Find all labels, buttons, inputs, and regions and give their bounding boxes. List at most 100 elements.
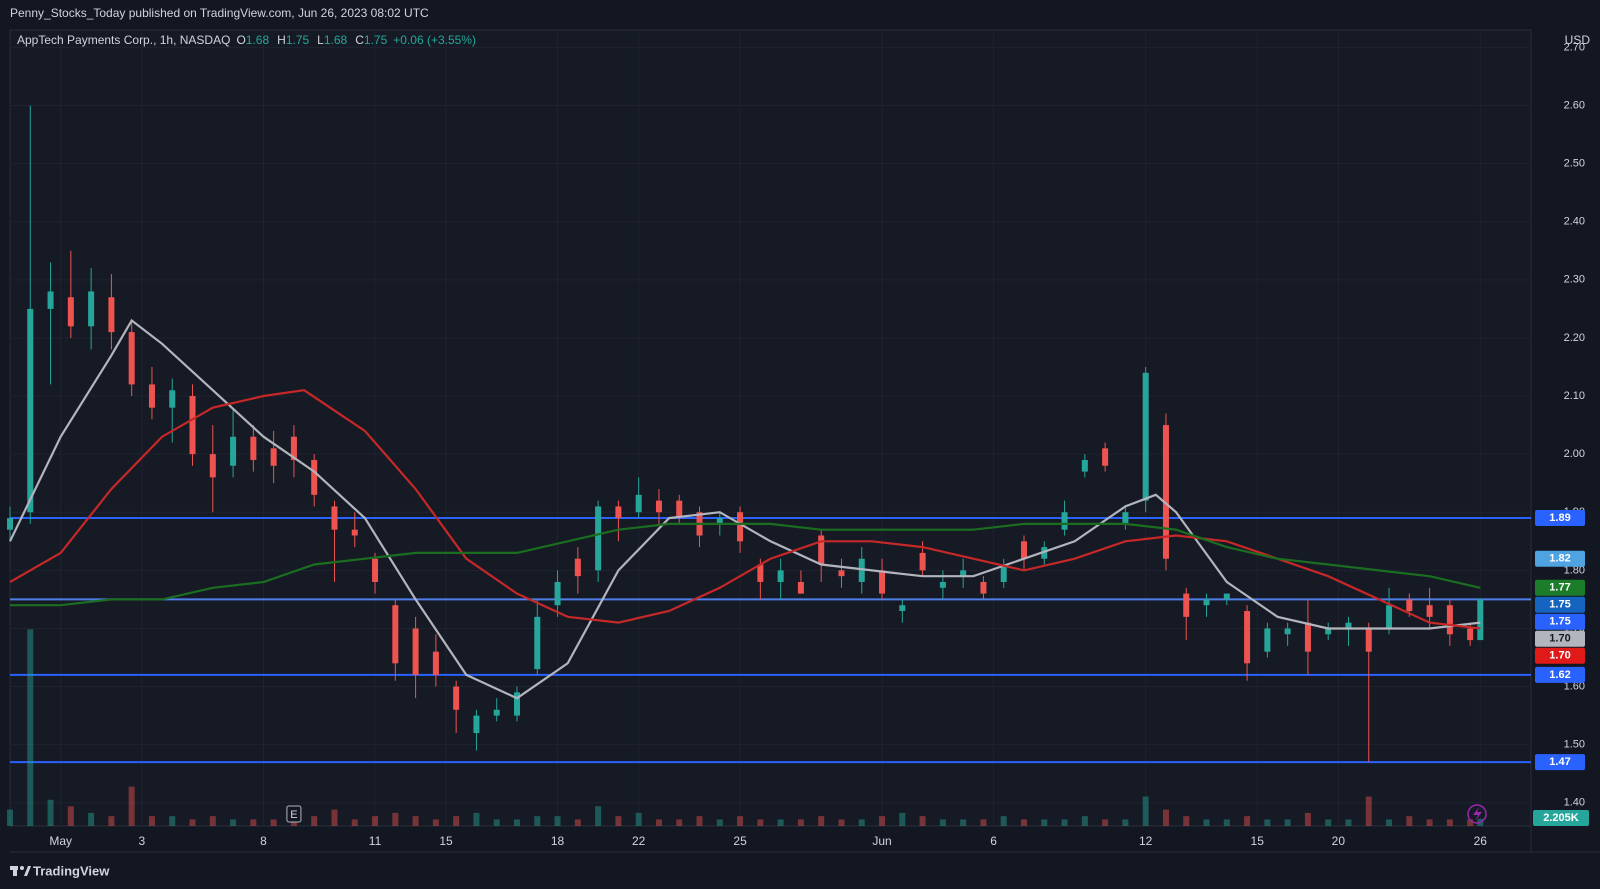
y-tick-label: 2.30	[1564, 274, 1585, 286]
volume-bar	[514, 819, 520, 826]
volume-bar	[1426, 819, 1433, 826]
volume-bar	[615, 816, 622, 826]
volume-bar	[47, 799, 54, 826]
price-label-box	[1535, 613, 1585, 630]
volume-bar	[27, 629, 34, 826]
volume-bar	[1365, 796, 1372, 826]
y-tick-label: 2.10	[1564, 390, 1585, 402]
y-tick-label: 1.50	[1564, 739, 1585, 751]
volume-bar	[777, 819, 784, 826]
candle-body	[432, 651, 439, 675]
candle-body	[473, 715, 480, 734]
legend-key: O	[236, 33, 245, 47]
volume-bar	[595, 806, 602, 826]
candle-body	[1244, 611, 1251, 664]
candle-body	[1467, 628, 1474, 641]
volume-bar	[1122, 819, 1129, 826]
candle-body	[1021, 541, 1027, 559]
volume-bar	[1304, 812, 1311, 826]
marks: E	[7, 105, 1531, 826]
candle-body	[554, 581, 561, 606]
candle-body	[676, 500, 683, 519]
legend-title: AppTech Payments Corp., 1h, NASDAQ	[17, 33, 230, 47]
volume-bar	[108, 816, 115, 826]
moving-average	[9, 389, 1481, 630]
legend: AppTech Payments Corp., 1h, NASDAQ O1.68 H…	[17, 33, 476, 47]
x-tick-label: 20	[1332, 834, 1346, 848]
volume-bar	[372, 816, 379, 826]
alert-icon[interactable]	[1467, 804, 1487, 824]
footer-logo	[10, 866, 31, 876]
volume-bar	[67, 806, 74, 826]
volume-bar	[1142, 796, 1149, 826]
volume-bar	[879, 816, 886, 826]
logo-part	[20, 866, 24, 870]
candle-body	[270, 448, 277, 466]
volume-bar	[1345, 819, 1352, 826]
volume-bar	[574, 819, 581, 826]
volume-bar	[1102, 819, 1109, 826]
candle-body	[250, 436, 257, 460]
volume-bar	[311, 816, 318, 826]
candle-body	[1102, 448, 1109, 466]
price-label: 1.70	[1549, 633, 1570, 645]
candle-body	[148, 384, 155, 408]
volume-bar	[412, 816, 419, 826]
price-label-box	[1535, 630, 1585, 647]
candle-body	[1365, 628, 1372, 652]
footer-brand: TradingView	[33, 863, 110, 878]
y-tick-label: 2.70	[1564, 41, 1585, 53]
volume-bar	[1244, 816, 1251, 826]
price-label: 1.89	[1549, 512, 1570, 524]
candle-body	[980, 581, 987, 594]
legend-value: 1.75	[286, 33, 310, 47]
volume-bar	[534, 816, 541, 826]
volume-bar	[818, 816, 825, 826]
y-tick-label: 1.60	[1564, 680, 1585, 692]
legend-value: 1.75	[364, 33, 388, 47]
volume-bar	[1000, 816, 1007, 826]
candle-body	[47, 291, 54, 309]
event-label: E	[290, 809, 297, 821]
candle-body	[1162, 425, 1169, 559]
price-label: 1.82	[1549, 553, 1570, 565]
price-label-box	[1535, 666, 1585, 683]
candle-body	[777, 570, 784, 582]
volume-bar	[270, 819, 277, 826]
candle-body	[290, 436, 297, 460]
price-label-box	[1535, 647, 1585, 664]
candle-body	[1386, 605, 1393, 629]
volume-bar	[1284, 819, 1291, 826]
candle-body	[453, 686, 460, 710]
volume-bar	[554, 816, 561, 826]
logo-part	[24, 866, 31, 876]
volume-bar	[939, 819, 946, 826]
x-tick-label: 6	[990, 834, 997, 848]
price-label-box	[1535, 550, 1585, 567]
event-marker: E	[286, 805, 302, 823]
candle-body	[169, 390, 176, 408]
y-tick-label: 1.40	[1564, 797, 1585, 809]
candle-body	[1000, 564, 1007, 582]
volume-bar	[1081, 816, 1088, 826]
candle-body	[595, 506, 602, 571]
candle-body	[1284, 628, 1291, 635]
publisher: Penny_Stocks_Today published on TradingV…	[10, 6, 429, 20]
price-label: 1.62	[1549, 669, 1570, 681]
x-tick-label: 11	[369, 834, 382, 848]
volume-bar	[189, 819, 196, 826]
candle-body	[514, 692, 520, 716]
volume-bar	[737, 816, 744, 826]
x-tick-label: May	[49, 834, 72, 848]
volume-bar	[797, 819, 804, 826]
price-label-box	[1535, 579, 1585, 596]
candle-body	[372, 558, 379, 582]
volume-bar	[676, 819, 683, 826]
volume-bar	[696, 816, 703, 826]
y-tick-label: 2.60	[1564, 99, 1585, 111]
candle-body	[919, 552, 926, 571]
price-label-box	[1535, 754, 1585, 771]
volume-bar	[1446, 819, 1453, 826]
